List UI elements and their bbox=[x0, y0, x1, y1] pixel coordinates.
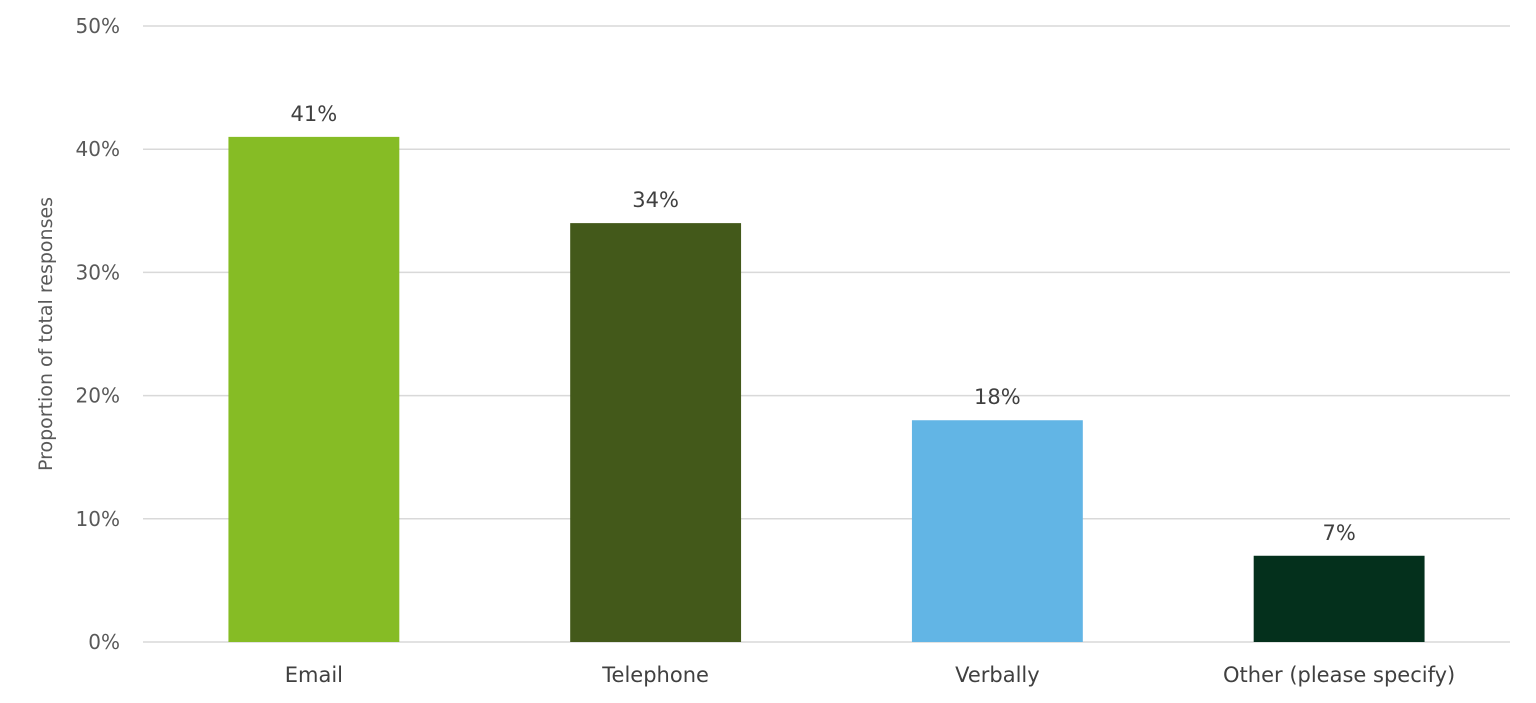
data-label: 18% bbox=[974, 385, 1021, 409]
y-tick-label: 20% bbox=[76, 384, 120, 408]
y-tick-label: 40% bbox=[76, 137, 120, 161]
bar-email bbox=[228, 136, 400, 642]
y-tick-label: 0% bbox=[88, 630, 120, 654]
y-tick-label: 30% bbox=[76, 260, 120, 284]
x-category-label: Verbally bbox=[955, 663, 1040, 687]
data-labels: 41% 34% 18% 7% bbox=[291, 102, 1356, 545]
bars bbox=[228, 136, 1425, 642]
data-label: 7% bbox=[1322, 521, 1355, 545]
x-category-label: Email bbox=[285, 663, 343, 687]
y-axis-ticks: 0% 10% 20% 30% 40% 50% bbox=[76, 14, 120, 654]
x-axis-labels: Email Telephone Verbally Other (please spec… bbox=[285, 663, 1455, 687]
data-label: 41% bbox=[291, 102, 338, 126]
bar-telephone bbox=[570, 223, 742, 642]
bar-other-please-specify bbox=[1253, 555, 1425, 642]
y-axis-title: Proportion of total responses bbox=[35, 197, 57, 471]
bar-verbally bbox=[911, 420, 1083, 642]
x-category-label: Other (please specify) bbox=[1223, 663, 1455, 687]
x-category-label: Telephone bbox=[601, 663, 709, 687]
y-tick-label: 50% bbox=[76, 14, 120, 38]
data-label: 34% bbox=[632, 188, 679, 212]
y-tick-label: 10% bbox=[76, 507, 120, 531]
